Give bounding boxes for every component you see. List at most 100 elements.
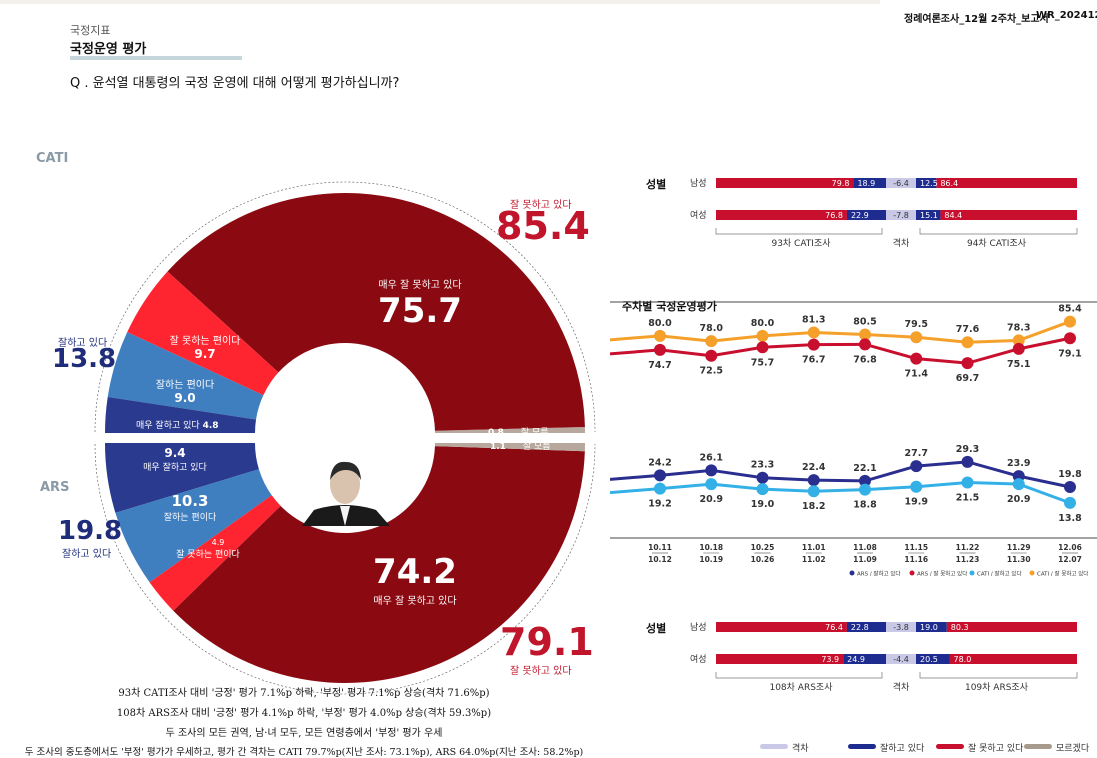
series-3-data-label: 19.0 — [751, 499, 775, 510]
ars-gap-bar — [886, 654, 916, 664]
ars-label: ARS — [40, 480, 70, 495]
ars-footer-mid: 격차 — [893, 681, 910, 693]
series-0-point — [1012, 334, 1025, 347]
ars-gap-value: -4.4 — [893, 655, 909, 664]
ars-very-bad-segment — [173, 446, 585, 684]
ars-gap-bar — [886, 622, 916, 632]
cati-dont-know-segment-label: 0.8 잘 모름 — [488, 425, 549, 438]
ars-very-good-label: 매우 잘하고 있다 — [143, 463, 207, 473]
x-tick-top: 10.11 — [648, 543, 672, 552]
series-0-data-label: 77.6 — [956, 324, 980, 335]
ars-negative-total-label: 잘 못하고 있다 — [510, 666, 572, 677]
series-2-point — [705, 464, 718, 477]
cati-curr-negative-bar — [936, 178, 1077, 188]
bottom-legend-swatch — [1024, 744, 1052, 749]
x-tick-bottom: 10.12 — [648, 555, 672, 564]
x-tick-top: 11.22 — [956, 543, 980, 552]
series-2-data-label: 29.3 — [956, 444, 979, 455]
page-title: 국정운영 평가 — [70, 42, 147, 57]
cati-negative-total-label: 잘 못하고 있다 — [510, 200, 572, 211]
cati-footer-bracket-right — [919, 228, 1078, 235]
x-tick-top: 11.08 — [853, 543, 877, 552]
x-tick-bottom: 10.26 — [751, 555, 775, 564]
series-2-point — [1064, 481, 1076, 493]
ars-bad-value: 4.9 — [211, 538, 225, 547]
series-3-data-label: 13.8 — [1058, 513, 1082, 524]
series-3-point — [654, 482, 666, 495]
series-1-data-label: 75.7 — [751, 357, 774, 368]
cati-prev-positive-bar — [853, 178, 886, 188]
ars-very-bad-segment-label: 74.2 매우 잘 못하고 있다 — [350, 552, 480, 607]
cati-curr-positive-value: 15.1 — [920, 211, 938, 220]
cati-prev-negative-value: 79.8 — [832, 179, 850, 188]
document-code: WR_202412_02 — [1036, 10, 1097, 21]
series-3-point — [961, 476, 974, 489]
series-1-point — [961, 357, 974, 370]
bottom-legend-label: 잘 못하고 있다 — [968, 744, 1024, 754]
series-1-point — [859, 338, 871, 351]
cati-footer-right: 94차 CATI조사 — [967, 237, 1027, 249]
ars-prev-positive-value: 24.9 — [847, 655, 865, 664]
series-line-2 — [610, 460, 1071, 489]
cati-curr-negative-value: 86.4 — [940, 179, 958, 188]
cati-dont-know-value: 0.8 — [488, 428, 504, 438]
bottom-legend-item: 잘 못하고 있다 — [936, 736, 1023, 755]
series-1-point — [1064, 332, 1076, 345]
survey-question: Q . 윤석열 대통령의 국정 운영에 대해 어떻게 평가하십니까? — [70, 76, 400, 91]
cati-footer-left: 93차 CATI조사 — [771, 237, 831, 249]
bottom-legend: 격차 잘하고 있다 잘 못하고 있다 모르겠다 — [760, 736, 1097, 754]
legend-marker — [1029, 570, 1035, 576]
cati-very-bad-label: 매우 잘 못하고 있다 — [378, 280, 462, 291]
ars-good-segment — [115, 469, 272, 583]
ars-very-good-segment-label: 9.4 매우 잘하고 있다 — [130, 446, 220, 473]
cati-gap-bar — [886, 178, 916, 188]
cati-bad-segment-label: 잘 못하는 편이다 9.7 — [160, 332, 250, 361]
x-tick-bottom: 12.07 — [1058, 555, 1082, 564]
series-0-data-label: 78.3 — [1007, 322, 1030, 333]
cati-prev-positive-bar — [846, 210, 886, 220]
cati-curr-positive-bar — [916, 178, 937, 188]
series-3-data-label: 20.9 — [700, 494, 723, 505]
x-tick-bottom: 11.09 — [853, 555, 877, 564]
series-2-data-label: 19.8 — [1058, 469, 1082, 480]
ars-prev-negative-value: 73.9 — [821, 655, 839, 664]
cati-prev-positive-value: 22.9 — [851, 211, 869, 220]
bottom-legend-swatch — [936, 744, 964, 749]
ars-dont-know-segment — [434, 443, 585, 452]
series-3-data-label: 18.8 — [853, 500, 877, 511]
ars-prev-negative-bar — [716, 622, 847, 632]
cati-gender-title: 성별 — [646, 177, 666, 191]
series-2-data-label: 22.1 — [853, 463, 876, 474]
cati-curr-negative-bar — [940, 210, 1077, 220]
series-3-data-label: 19.2 — [648, 499, 671, 510]
bottom-legend-swatch — [760, 744, 788, 749]
legend-label: CATI / 잘하고 있다 — [977, 570, 1022, 578]
note-line-4: 두 조사의 중도층에서도 '부정' 평가가 우세하고, 평가 간 격차는 CAT… — [24, 747, 584, 758]
title-underline — [70, 56, 242, 60]
x-tick-bottom: 11.02 — [802, 555, 826, 564]
cati-very-good-segment — [105, 396, 257, 433]
series-0-data-label: 80.5 — [853, 317, 876, 328]
series-0-point — [807, 326, 820, 339]
x-tick-top: 11.29 — [1007, 543, 1031, 552]
cati-very-bad-segment-label: 매우 잘 못하고 있다 75.7 — [360, 276, 480, 331]
cati-footer-bracket-left — [715, 228, 883, 235]
cati-good-value: 9.0 — [174, 391, 196, 405]
bottom-legend-item: 잘하고 있다 — [848, 736, 924, 755]
cati-footer-mid: 격차 — [893, 237, 910, 249]
cati-prev-negative-bar — [716, 178, 854, 188]
series-0-data-label: 80.0 — [751, 318, 775, 329]
series-3-point — [859, 483, 871, 496]
series-3-data-label: 21.5 — [956, 493, 979, 504]
series-line-0 — [610, 320, 1071, 344]
header-top-rule — [0, 0, 880, 4]
series-2-point — [807, 474, 820, 487]
series-3-point — [1012, 478, 1025, 491]
series-1-data-label: 69.7 — [956, 373, 979, 384]
ars-curr-positive-value: 19.0 — [920, 623, 938, 632]
ars-footer-bracket-left — [715, 672, 883, 679]
series-2-data-label: 27.7 — [905, 448, 928, 459]
series-1-point — [654, 343, 666, 356]
series-1-data-label: 76.7 — [802, 355, 825, 366]
series-2-point — [961, 455, 974, 468]
